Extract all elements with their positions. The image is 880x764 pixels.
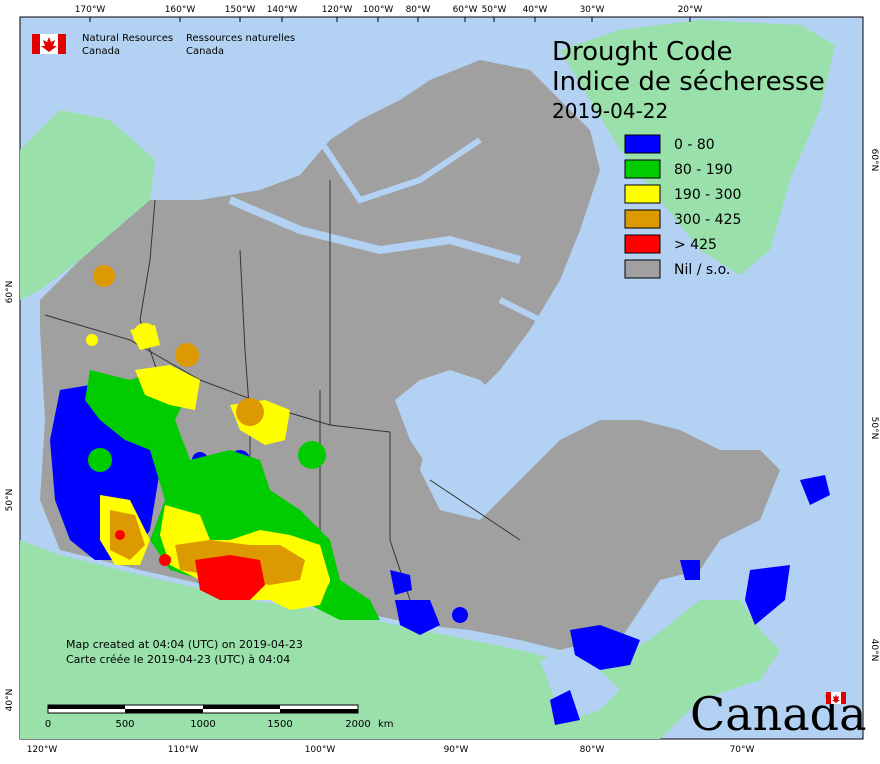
bottom-tick-label: 80°W	[580, 745, 605, 755]
canada-wordmark: Canada	[690, 687, 867, 741]
greenland-land	[560, 20, 835, 275]
bottom-tick-labels: 120°W 110°W 100°W 90°W 80°W 70°W	[27, 745, 755, 755]
legend-label: 190 - 300	[674, 187, 741, 203]
bottom-tick-label: 110°W	[168, 745, 199, 755]
agency-fr-line2: Canada	[186, 46, 224, 57]
scale-tick-label: 1000	[190, 719, 215, 730]
scale-bar-segment	[125, 709, 203, 713]
right-tick-label: 50°N	[869, 417, 879, 440]
bottom-tick-label: 70°W	[730, 745, 755, 755]
top-tick-label: 170°W	[75, 5, 106, 15]
agency-en-line1: Natural Resources	[82, 33, 173, 44]
top-tick-labels: 170°W 160°W 150°W 140°W 120°W 100°W 80°W…	[75, 5, 703, 15]
legend: 0 - 80 80 - 190 190 - 300 300 - 425 > 42…	[624, 134, 741, 279]
title-en: Drought Code	[552, 37, 733, 67]
legend-label: Nil / s.o.	[674, 262, 730, 278]
legend-swatch	[624, 234, 661, 254]
legend-swatch	[624, 159, 661, 179]
top-tick-label: 150°W	[225, 5, 256, 15]
flag-bar-left	[32, 34, 40, 54]
agency-en-line2: Canada	[82, 46, 120, 57]
scale-bar: 0 500 1000 1500 2000 km	[45, 704, 394, 730]
top-tick-label: 30°W	[580, 5, 605, 15]
left-tick-label: 50°N	[5, 489, 15, 512]
agency-fr-line1: Ressources naturelles	[186, 33, 295, 44]
scale-bar-segment	[280, 709, 358, 713]
right-tick-labels: 60°N 50°N 40°N	[869, 149, 879, 662]
top-tick-label: 20°W	[678, 5, 703, 15]
right-tick-label: 60°N	[869, 149, 879, 172]
scale-bar-segment	[203, 705, 280, 709]
map-date: 2019-04-22	[552, 99, 668, 123]
flag-bar-right	[58, 34, 66, 54]
legend-swatch	[624, 209, 661, 229]
left-tick-label: 40°N	[5, 689, 15, 712]
nrcan-logo: Natural Resources Canada Ressources natu…	[32, 33, 295, 57]
left-tick-labels: 60°N 50°N 40°N	[5, 281, 15, 712]
scale-tick-label: 500	[115, 719, 134, 730]
top-ticks	[89, 17, 691, 22]
maple-leaf-icon	[41, 37, 57, 52]
credit-en: Map created at 04:04 (UTC) on 2019-04-23	[66, 638, 303, 651]
legend-label: 80 - 190	[674, 162, 733, 178]
left-tick-label: 60°N	[5, 281, 15, 304]
alaska-land	[20, 110, 155, 300]
top-tick-label: 140°W	[267, 5, 298, 15]
wordmark-flag-left	[826, 692, 831, 704]
scale-tick-label: 1500	[267, 719, 292, 730]
top-tick-label: 60°W	[453, 5, 478, 15]
legend-label: 300 - 425	[674, 212, 741, 228]
arctic-channel-1	[228, 196, 522, 264]
drought-regions	[50, 265, 830, 725]
arctic-channel-2	[317, 137, 482, 204]
legend-swatch	[624, 184, 661, 204]
top-tick-label: 80°W	[406, 5, 431, 15]
legend-label: > 425	[674, 237, 717, 253]
hudson-bay	[395, 370, 530, 500]
scale-unit: km	[378, 719, 394, 730]
top-tick-label: 120°W	[322, 5, 353, 15]
arctic-channel-3	[498, 297, 602, 363]
bottom-tick-label: 100°W	[305, 745, 336, 755]
bottom-tick-label: 120°W	[27, 745, 58, 755]
scale-bar-segment	[48, 705, 125, 709]
title-fr: Indice de sécheresse	[552, 67, 825, 97]
scale-tick-label: 0	[45, 719, 51, 730]
legend-swatch	[624, 259, 661, 279]
top-tick-label: 50°W	[482, 5, 507, 15]
legend-swatch	[624, 134, 661, 154]
right-tick-label: 40°N	[869, 639, 879, 662]
legend-label: 0 - 80	[674, 137, 715, 153]
bottom-tick-label: 90°W	[444, 745, 469, 755]
credit-fr: Carte créée le 2019-04-23 (UTC) à 04:04	[66, 653, 290, 666]
scale-tick-label: 2000	[345, 719, 370, 730]
wordmark-maple-leaf-icon	[832, 694, 840, 703]
wordmark-flag-right	[841, 692, 846, 704]
top-tick-label: 160°W	[165, 5, 196, 15]
top-tick-label: 40°W	[523, 5, 548, 15]
top-tick-label: 100°W	[363, 5, 394, 15]
